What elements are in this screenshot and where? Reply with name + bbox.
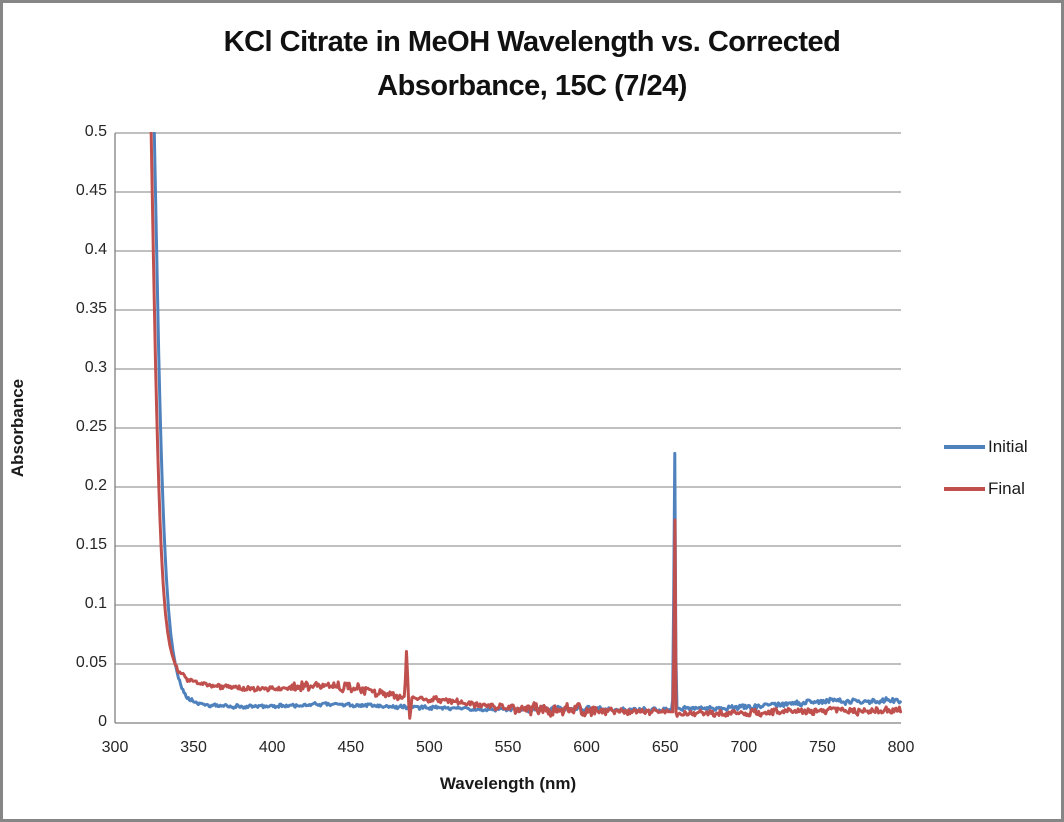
legend-item-initial: Initial [944,437,1028,457]
legend-label-initial: Initial [988,437,1028,456]
y-tick-label: 0.2 [84,477,107,494]
legend-key-initial-line [944,445,985,449]
x-tick-label: 800 [887,739,915,756]
y-tick-label: 0.3 [84,359,107,376]
x-tick-label: 400 [258,739,286,756]
series-final-line [149,132,903,720]
legend-key-final-line [944,487,985,491]
x-tick-label: 600 [573,739,600,756]
x-tick-label: 750 [809,739,836,756]
x-tick-label: 650 [651,739,679,756]
legend-item-final: Final [944,479,1025,499]
x-axis-title: Wavelength (nm) [439,774,577,793]
y-tick-label: 0.05 [75,654,107,671]
y-tick-label: 0.35 [75,300,107,317]
y-tick-label: 0.45 [75,182,107,199]
chart-title-line-2: Absorbance, 15C (7/24) [377,70,687,102]
x-tick-label: 500 [416,739,443,756]
y-tick-label: 0 [98,713,107,730]
x-tick-label: 550 [494,739,522,756]
x-tick-label: 450 [337,739,365,756]
y-tick-label: 0.5 [84,123,107,140]
y-tick-label: 0.4 [84,241,107,258]
chart-title: KCl Citrate in MeOH Wavelength vs. Corre… [0,20,1064,108]
x-tick-label: 300 [101,739,129,756]
y-tick-label: 0.15 [75,536,107,553]
chart-title-line-1: KCl Citrate in MeOH Wavelength vs. Corre… [223,26,841,58]
y-tick-label: 0.1 [84,595,107,612]
y-tick-label: 0.25 [75,418,107,435]
x-tick-label: 350 [180,739,207,756]
legend-label-final: Final [988,479,1025,498]
series-initial-line [152,132,902,714]
x-tick-label: 700 [730,739,758,756]
